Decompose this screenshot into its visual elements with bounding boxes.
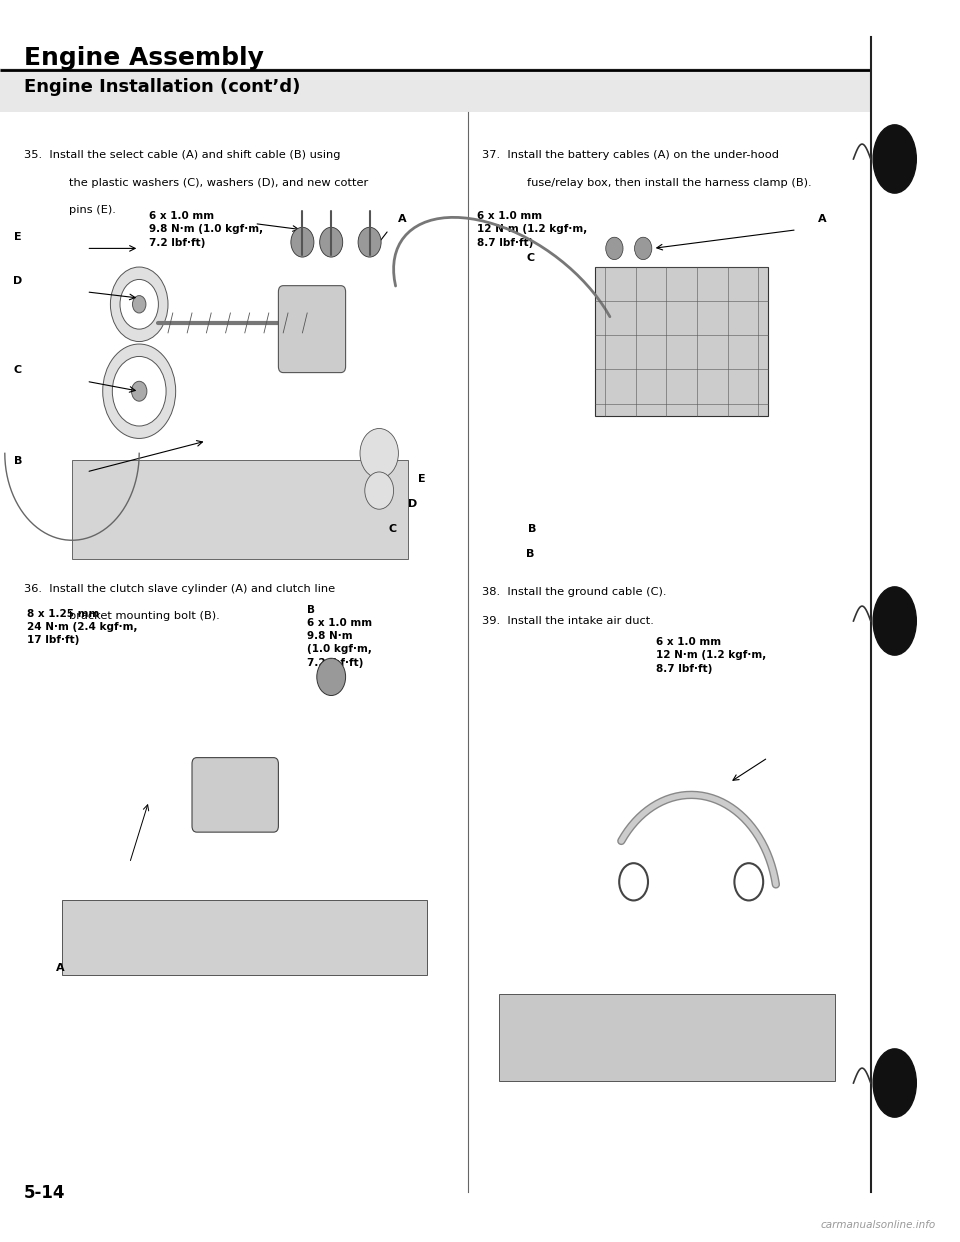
- Circle shape: [103, 344, 176, 438]
- Ellipse shape: [874, 587, 916, 656]
- Text: 39.  Install the intake air duct.: 39. Install the intake air duct.: [482, 616, 654, 626]
- FancyBboxPatch shape: [0, 68, 871, 112]
- Text: A: A: [56, 963, 64, 972]
- Circle shape: [132, 381, 147, 401]
- Circle shape: [358, 227, 381, 257]
- Text: 6 x 1.0 mm
12 N·m (1.2 kgf·m,
8.7 lbf·ft): 6 x 1.0 mm 12 N·m (1.2 kgf·m, 8.7 lbf·ft…: [656, 637, 766, 673]
- Circle shape: [317, 658, 346, 696]
- Bar: [499, 994, 835, 1081]
- Circle shape: [635, 237, 652, 260]
- FancyBboxPatch shape: [24, 621, 446, 987]
- Text: B: B: [528, 524, 537, 534]
- Text: Engine Installation (cont’d): Engine Installation (cont’d): [24, 78, 300, 96]
- Text: D: D: [408, 499, 418, 509]
- Text: carmanualsonline.info: carmanualsonline.info: [821, 1220, 936, 1230]
- FancyBboxPatch shape: [278, 286, 346, 373]
- Circle shape: [132, 296, 146, 313]
- Text: E: E: [14, 232, 22, 242]
- Text: A: A: [398, 214, 407, 224]
- Text: D: D: [12, 276, 22, 286]
- Text: 5-14: 5-14: [24, 1185, 65, 1202]
- Text: E: E: [418, 474, 425, 484]
- Text: the plastic washers (C), washers (D), and new cotter: the plastic washers (C), washers (D), an…: [69, 178, 369, 188]
- Text: C: C: [14, 365, 22, 375]
- Ellipse shape: [874, 125, 916, 194]
- Text: fuse/relay box, then install the harness clamp (B).: fuse/relay box, then install the harness…: [527, 178, 811, 188]
- Text: 35.  Install the select cable (A) and shift cable (B) using: 35. Install the select cable (A) and shi…: [24, 150, 341, 160]
- Text: bracket mounting bolt (B).: bracket mounting bolt (B).: [69, 611, 220, 621]
- Bar: [62, 900, 427, 975]
- Text: B
6 x 1.0 mm
9.8 N·m
(1.0 kgf·m,
7.2 lbf·ft): B 6 x 1.0 mm 9.8 N·m (1.0 kgf·m, 7.2 lbf…: [307, 605, 372, 668]
- Text: A: A: [818, 214, 827, 224]
- FancyBboxPatch shape: [595, 267, 768, 416]
- Circle shape: [320, 227, 343, 257]
- Circle shape: [112, 356, 166, 426]
- Text: Engine Assembly: Engine Assembly: [24, 46, 264, 70]
- Circle shape: [291, 227, 314, 257]
- Circle shape: [120, 279, 158, 329]
- Text: C: C: [389, 524, 396, 534]
- Circle shape: [110, 267, 168, 342]
- Ellipse shape: [874, 1048, 916, 1118]
- FancyBboxPatch shape: [192, 758, 278, 832]
- Text: 6 x 1.0 mm
9.8 N·m (1.0 kgf·m,
7.2 lbf·ft): 6 x 1.0 mm 9.8 N·m (1.0 kgf·m, 7.2 lbf·f…: [149, 211, 263, 247]
- Circle shape: [606, 237, 623, 260]
- Bar: [72, 460, 408, 559]
- Circle shape: [360, 428, 398, 478]
- FancyBboxPatch shape: [480, 646, 850, 1093]
- Text: 36.  Install the clutch slave cylinder (A) and clutch line: 36. Install the clutch slave cylinder (A…: [24, 584, 335, 594]
- Text: pins (E).: pins (E).: [69, 205, 116, 215]
- Circle shape: [365, 472, 394, 509]
- Text: B: B: [13, 456, 22, 466]
- Text: 6 x 1.0 mm
12 N·m (1.2 kgf·m,
8.7 lbf·ft): 6 x 1.0 mm 12 N·m (1.2 kgf·m, 8.7 lbf·ft…: [477, 211, 588, 247]
- Text: 38.  Install the ground cable (C).: 38. Install the ground cable (C).: [482, 587, 666, 597]
- FancyBboxPatch shape: [480, 205, 850, 565]
- FancyBboxPatch shape: [24, 205, 446, 565]
- Text: 37.  Install the battery cables (A) on the under-hood: 37. Install the battery cables (A) on th…: [482, 150, 779, 160]
- Text: 8 x 1.25 mm
24 N·m (2.4 kgf·m,
17 lbf·ft): 8 x 1.25 mm 24 N·m (2.4 kgf·m, 17 lbf·ft…: [27, 609, 137, 645]
- Text: C: C: [526, 253, 534, 263]
- Text: B: B: [526, 549, 535, 559]
